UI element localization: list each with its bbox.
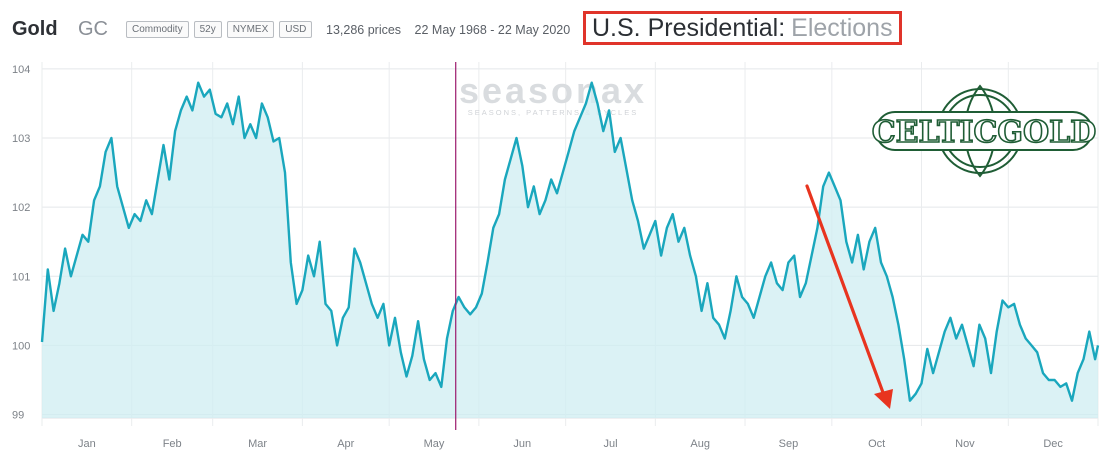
- celticgold-logo: CELTICGOLD: [871, 84, 1097, 178]
- trend-arrow: [805, 184, 893, 409]
- month-label: May: [424, 438, 445, 450]
- month-label: Oct: [868, 438, 885, 450]
- tag-asset-class: Commodity: [126, 21, 189, 38]
- arrow-head: [874, 389, 893, 409]
- pattern-sub: Elections: [791, 13, 893, 42]
- arrow-shaft: [805, 184, 887, 400]
- y-axis: 99 100 101 102 103 104: [12, 64, 30, 422]
- month-label: Feb: [163, 438, 182, 450]
- month-label: Jan: [78, 438, 96, 450]
- asset-symbol: GC: [78, 18, 108, 40]
- series-line: [40, 81, 1100, 402]
- pattern-selector[interactable]: U.S. Presidential: Elections: [583, 11, 902, 45]
- month-label: Dec: [1043, 438, 1063, 450]
- watermark-brand: seasonax: [459, 70, 647, 111]
- y-tick-label: 102: [12, 202, 30, 214]
- asset-tags: Commodity 52y NYMEX USD: [126, 21, 313, 38]
- price-meta: 13,286 prices 22 May 1968 - 22 May 2020: [326, 23, 570, 37]
- tag-currency: USD: [279, 21, 313, 38]
- watermark: seasonax SEASONS, PATTERNS & CYCLES: [459, 70, 647, 117]
- tag-years: 52y: [193, 21, 222, 38]
- watermark-tagline: SEASONS, PATTERNS & CYCLES: [468, 108, 639, 117]
- y-tick-label: 104: [12, 64, 30, 76]
- month-label: Jul: [603, 438, 617, 450]
- month-label: Mar: [248, 438, 267, 450]
- y-tick-label: 99: [12, 410, 24, 422]
- logo-banner: [875, 111, 1093, 151]
- y-tick-label: 100: [12, 340, 30, 352]
- date-range: 22 May 1968 - 22 May 2020: [414, 23, 571, 37]
- price-count: 13,286 prices: [326, 23, 402, 37]
- tag-exchange: NYMEX: [226, 21, 275, 38]
- y-tick-label: 101: [12, 271, 30, 283]
- chart-header: Gold GC Commodity 52y NYMEX USD 13,286 p…: [0, 0, 1117, 62]
- logo-text: CELTICGOLD: [872, 115, 1097, 150]
- pattern-label: U.S. Presidential:: [592, 13, 786, 42]
- month-label: Nov: [955, 438, 975, 450]
- asset-name: Gold: [12, 18, 58, 40]
- x-axis: Jan Feb Mar Apr May Jun Jul Aug Sep Oct Nov Dec: [78, 438, 1063, 450]
- month-label: Jun: [513, 438, 531, 450]
- month-label: Sep: [779, 438, 799, 450]
- month-label: Apr: [337, 438, 354, 450]
- y-tick-label: 103: [12, 133, 30, 145]
- month-label: Aug: [690, 438, 710, 450]
- series-area: [42, 82, 1098, 418]
